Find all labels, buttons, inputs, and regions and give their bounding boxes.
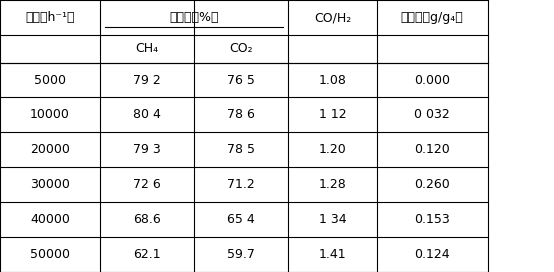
Text: 1.08: 1.08 [319, 73, 346, 86]
Text: 76 5: 76 5 [227, 73, 255, 86]
Text: 1.41: 1.41 [319, 248, 346, 261]
Text: CO/H₂: CO/H₂ [314, 11, 351, 24]
Text: 68.6: 68.6 [133, 213, 161, 226]
Text: 0.000: 0.000 [414, 73, 450, 86]
Text: 5000: 5000 [34, 73, 66, 86]
Text: 积碳量（g/g₄）: 积碳量（g/g₄） [401, 11, 464, 24]
Text: 空速（h⁻¹）: 空速（h⁻¹） [25, 11, 75, 24]
Text: 转化率（%）: 转化率（%） [169, 11, 219, 24]
Text: 0.120: 0.120 [414, 143, 450, 156]
Text: 50000: 50000 [30, 248, 70, 261]
Text: 1.28: 1.28 [319, 178, 346, 191]
Text: 1.20: 1.20 [319, 143, 346, 156]
Text: 79 2: 79 2 [133, 73, 161, 86]
Text: 72 6: 72 6 [133, 178, 161, 191]
Text: 71.2: 71.2 [227, 178, 255, 191]
Text: 62.1: 62.1 [133, 248, 161, 261]
Text: 10000: 10000 [30, 109, 70, 121]
Text: 1 12: 1 12 [319, 109, 346, 121]
Text: 1 34: 1 34 [319, 213, 346, 226]
Text: 80 4: 80 4 [133, 109, 161, 121]
Text: 59.7: 59.7 [227, 248, 255, 261]
Text: 65 4: 65 4 [227, 213, 255, 226]
Text: 40000: 40000 [30, 213, 70, 226]
Text: 20000: 20000 [30, 143, 70, 156]
Text: CO₂: CO₂ [229, 42, 253, 55]
Text: 78 6: 78 6 [227, 109, 255, 121]
Text: 0.124: 0.124 [414, 248, 450, 261]
Text: 0.153: 0.153 [414, 213, 450, 226]
Text: 0.260: 0.260 [414, 178, 450, 191]
Text: CH₄: CH₄ [135, 42, 158, 55]
Text: 0 032: 0 032 [414, 109, 450, 121]
Text: 30000: 30000 [30, 178, 70, 191]
Text: 79 3: 79 3 [133, 143, 161, 156]
Text: 78 5: 78 5 [227, 143, 255, 156]
